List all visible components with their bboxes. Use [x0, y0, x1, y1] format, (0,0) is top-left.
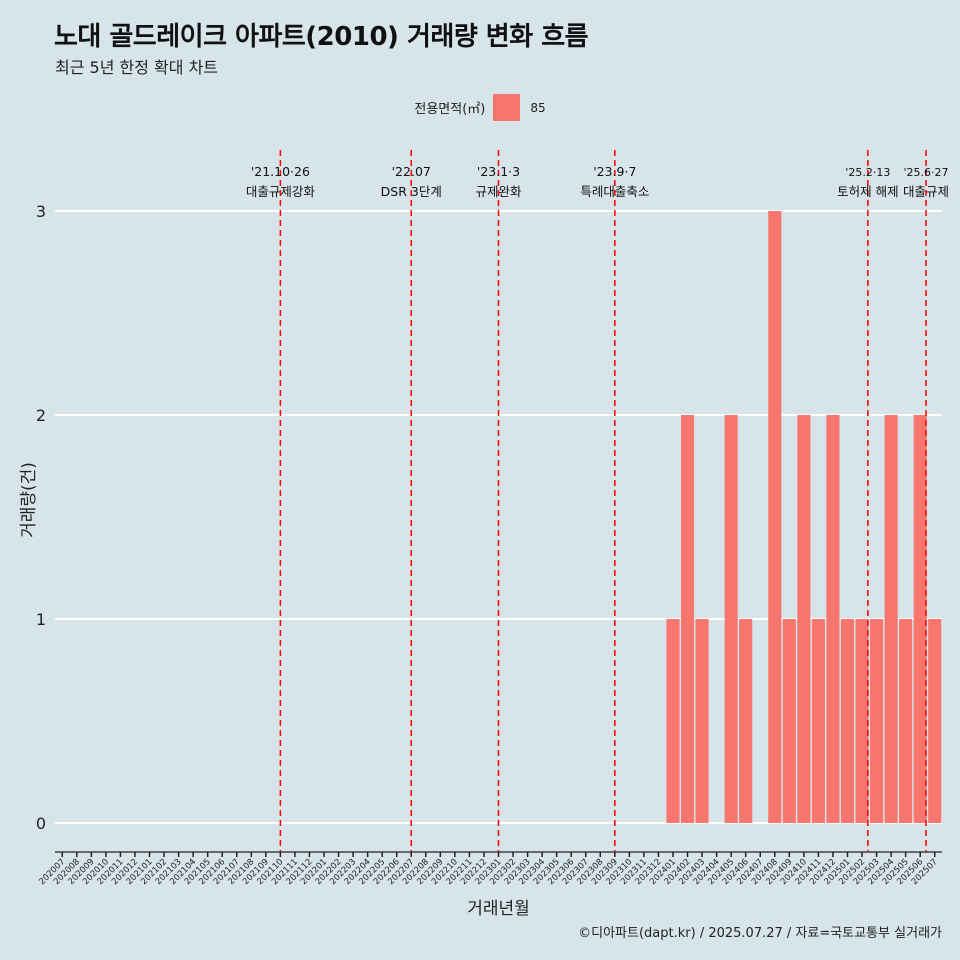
y-tick-label-1: 1 — [36, 610, 46, 629]
event-date-2: '23.1·3 — [477, 164, 520, 179]
legend-label-85: 85 — [530, 100, 546, 115]
bar-202501 — [840, 619, 855, 823]
page-title: 노대 골드레이크 아파트(2010) 거래량 변화 흐름 — [54, 22, 589, 52]
bar-202410 — [797, 415, 811, 823]
bar-202402 — [680, 415, 695, 823]
event-label-5: 대출규제 — [903, 184, 949, 199]
event-label-2: 규제완화 — [475, 184, 522, 199]
bar-202412 — [826, 415, 840, 823]
y-tick-label-2: 2 — [36, 406, 46, 425]
bar-202409 — [782, 619, 796, 823]
legend: 전용면적(㎡) 85 — [0, 94, 960, 121]
bar-202405 — [724, 415, 738, 823]
event-label-0: 대출규제강화 — [246, 184, 316, 199]
event-label-1: DSR 3단계 — [381, 184, 442, 199]
event-date-5: '25.6·27 — [903, 166, 948, 179]
bar-202504 — [884, 415, 898, 823]
bar-202502 — [855, 619, 869, 823]
bar-202507 — [928, 619, 942, 823]
x-axis-title: 거래년월 — [467, 899, 530, 919]
event-date-0: '21.10·26 — [251, 164, 310, 179]
bar-202408 — [768, 211, 782, 823]
event-date-4: '25.2·13 — [845, 166, 890, 179]
bar-202406 — [739, 619, 753, 823]
event-label-3: 특례대출축소 — [580, 184, 649, 199]
y-axis-title: 거래량(건) — [19, 462, 39, 538]
bar-202403 — [695, 619, 709, 823]
bar-202411 — [811, 619, 825, 823]
bar-202503 — [870, 619, 884, 823]
y-tick-label-0: 0 — [36, 814, 46, 833]
event-date-3: '23.9·7 — [593, 164, 636, 179]
bar-202401 — [666, 619, 680, 823]
event-date-1: '22.07 — [392, 164, 431, 179]
bar-202506 — [913, 415, 927, 823]
y-tick-label-3: 3 — [36, 202, 46, 221]
bar-202505 — [899, 619, 913, 823]
source-caption: ©디아파트(dapt.kr) / 2025.07.27 / 자료=국토교통부 실… — [578, 926, 942, 941]
legend-title: 전용면적(㎡) — [414, 102, 486, 117]
legend-swatch-85 — [493, 94, 521, 121]
event-label-4: 토허제 해제 — [837, 184, 898, 199]
page-subtitle: 최근 5년 한정 확대 차트 — [55, 58, 219, 77]
